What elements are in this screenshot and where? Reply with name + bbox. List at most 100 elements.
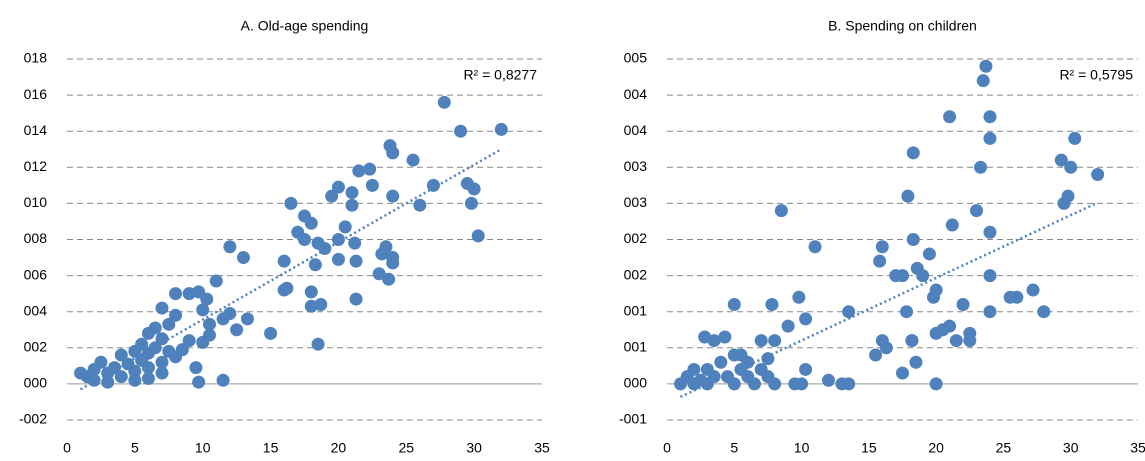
data-point — [331, 180, 345, 194]
data-point — [922, 247, 936, 261]
data-point — [114, 370, 128, 384]
y-tick-label: -002 — [19, 411, 47, 427]
data-point — [906, 146, 920, 160]
y-tick-label: 006 — [24, 266, 48, 282]
data-point — [707, 334, 721, 348]
y-tick-label: 000 — [624, 375, 648, 391]
data-point — [774, 204, 788, 218]
data-point — [182, 334, 196, 348]
data-point — [963, 334, 977, 348]
data-point — [308, 258, 322, 272]
x-tick-label: 25 — [996, 440, 1012, 456]
data-point — [983, 110, 997, 124]
data-point — [363, 162, 377, 176]
data-point — [747, 377, 761, 391]
y-tick-label: 014 — [24, 122, 48, 138]
data-point — [345, 186, 359, 200]
data-point — [905, 334, 919, 348]
data-point — [1064, 160, 1078, 174]
data-point — [979, 59, 993, 73]
x-tick-label: 25 — [398, 440, 414, 456]
data-point — [304, 216, 318, 230]
data-point — [325, 189, 339, 203]
data-point — [386, 256, 400, 270]
data-point — [754, 334, 768, 348]
data-point — [983, 305, 997, 319]
y-tick-label: 004 — [624, 122, 648, 138]
data-point — [135, 337, 149, 351]
data-point — [799, 312, 813, 326]
data-point — [311, 337, 325, 351]
data-point — [331, 233, 345, 246]
x-tick-label: 15 — [861, 440, 877, 456]
data-point — [1091, 168, 1105, 182]
x-tick-label: 30 — [466, 440, 482, 456]
data-point — [943, 110, 957, 124]
data-point — [718, 330, 732, 344]
data-point — [781, 319, 795, 333]
data-point — [155, 366, 169, 380]
data-point — [264, 326, 278, 340]
data-point — [277, 254, 291, 268]
data-point — [209, 274, 223, 288]
data-point — [1061, 189, 1075, 203]
data-point — [189, 361, 203, 375]
data-point — [175, 343, 189, 357]
data-point — [983, 269, 997, 283]
y-tick-label: 018 — [24, 50, 48, 66]
data-point — [916, 269, 930, 283]
data-point — [406, 153, 420, 167]
data-point — [869, 348, 883, 362]
data-point — [241, 312, 254, 326]
y-tick-label: 010 — [24, 194, 48, 210]
x-tick-label: 5 — [730, 440, 738, 456]
data-point — [148, 321, 162, 335]
data-point — [155, 332, 169, 346]
data-point — [808, 240, 822, 254]
data-point — [437, 95, 451, 109]
data-point — [873, 254, 887, 268]
y-tick-label: 012 — [24, 158, 48, 174]
data-point — [906, 233, 920, 246]
r-squared: R² = 0,5795 — [1059, 67, 1133, 83]
data-point — [765, 297, 779, 311]
data-point — [203, 328, 216, 342]
data-point — [974, 160, 988, 174]
data-point — [304, 285, 318, 299]
data-point — [1026, 283, 1040, 297]
data-point — [331, 252, 345, 266]
data-point — [192, 375, 206, 389]
x-tick-label: 35 — [534, 440, 550, 456]
data-point — [169, 287, 183, 301]
data-point — [949, 334, 963, 348]
data-point — [983, 225, 997, 239]
data-point — [280, 281, 294, 295]
data-point — [236, 251, 250, 265]
data-point — [1054, 153, 1068, 167]
data-point — [352, 164, 366, 178]
data-point — [929, 283, 943, 297]
y-tick-label: 016 — [24, 86, 48, 102]
data-point — [372, 267, 386, 281]
data-point — [795, 377, 809, 391]
x-tick-label: 35 — [1130, 440, 1145, 456]
data-point — [799, 362, 813, 376]
data-point — [114, 348, 128, 362]
data-point — [471, 229, 485, 243]
data-point — [223, 307, 237, 321]
data-point — [467, 182, 481, 196]
y-tick-label: 002 — [624, 230, 648, 246]
data-point — [203, 317, 216, 331]
data-point — [128, 364, 142, 378]
data-point — [983, 131, 997, 145]
data-point — [929, 377, 943, 391]
data-point — [94, 355, 108, 369]
data-point — [1068, 131, 1082, 145]
y-tick-label: 002 — [24, 339, 48, 355]
data-point — [464, 196, 478, 210]
data-point — [1037, 305, 1051, 319]
x-tick-label: 20 — [928, 440, 944, 456]
data-point — [298, 233, 311, 246]
x-tick-label: 10 — [195, 440, 211, 456]
data-point — [223, 240, 237, 254]
